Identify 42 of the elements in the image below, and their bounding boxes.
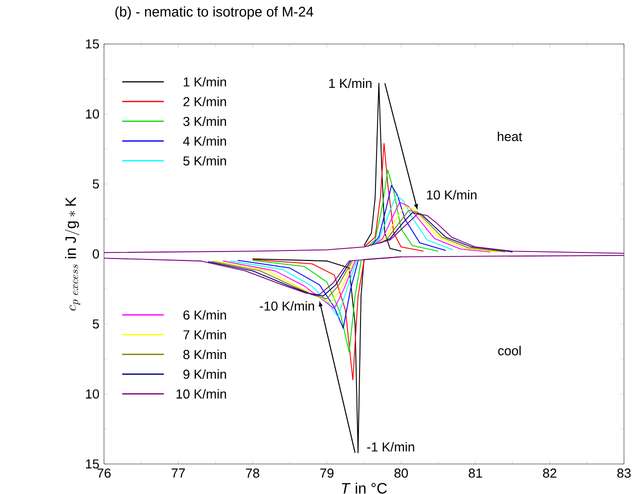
legend-label: 3 K/min [183,116,226,126]
line-series [252,260,362,352]
line-series [230,260,358,318]
x-tick-label: 82 [543,468,556,478]
annotation: -10 K/min [260,301,314,311]
annotation: 10 K/min [427,190,476,200]
legend-label: 5 K/min [183,156,226,166]
legend-label: 9 K/min [183,369,226,379]
line-series [367,170,439,252]
y-axis-title: $c_{p\ excess}\ \mathrm{in\ J/g*K}$ [64,197,80,311]
line-series [370,184,446,251]
y-tick-label: 15 [86,39,99,49]
legend-label: 7 K/min [183,330,226,340]
annotation: -1 K/min [367,442,414,452]
legend-label: 4 K/min [183,136,226,146]
annotation: 1 K/min [329,78,372,88]
x-tick-label: 79 [320,468,334,478]
line-series [222,260,356,310]
legend-label: 1 K/min [184,77,226,87]
y-tick-label: 15 [86,459,99,469]
annotation: heat [498,132,522,142]
x-tick-label: 81 [468,468,482,478]
line-series [252,259,364,380]
y-tick-label: 10 [86,389,99,399]
x-tick-label: 80 [394,468,408,478]
annotation: cool [498,346,521,356]
chart-title: (b) - nematic to isotrope of M-24 [115,6,314,20]
legend-label: 2 K/min [183,96,226,106]
line-series [237,260,359,329]
x-tick-label: 78 [246,468,260,478]
y-tick-label: 10 [86,109,99,119]
x-axis-title: T in °C [342,482,387,494]
y-tick-label: 5 [92,319,99,329]
x-tick-label: 77 [172,468,185,478]
line-series [364,142,424,252]
x-tick-label: 83 [617,468,631,478]
legend-label: 6 K/min [183,310,226,320]
legend-label: 8 K/min [183,350,226,360]
y-tick-label: 5 [92,179,99,189]
legend-label: 10 K/min [176,389,226,399]
x-tick-label: 76 [97,468,111,478]
y-tick-label: 0 [92,249,99,259]
